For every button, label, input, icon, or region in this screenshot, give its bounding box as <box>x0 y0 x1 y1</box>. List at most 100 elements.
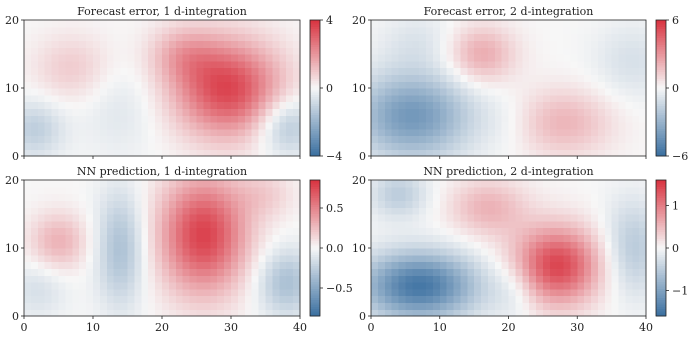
heatmap-cell <box>618 234 626 242</box>
heatmap-cell <box>432 241 441 249</box>
heatmap-cell <box>439 234 448 242</box>
heatmap-cell <box>293 54 301 62</box>
heatmap-cell <box>474 47 482 55</box>
heatmap-cell <box>86 54 94 62</box>
heatmap-cell <box>65 26 73 35</box>
heatmap-cell <box>120 295 129 303</box>
colorbar-step <box>656 313 666 317</box>
heatmap-cell <box>508 309 516 317</box>
heatmap-cell <box>217 214 225 222</box>
heatmap-cell <box>432 193 441 201</box>
heatmap-cell <box>536 149 544 157</box>
heatmap-cell <box>398 282 406 290</box>
heatmap-cell <box>51 101 60 109</box>
heatmap-cell <box>529 180 537 188</box>
heatmap-cell <box>162 193 170 201</box>
heatmap-cell <box>127 108 135 116</box>
heatmap-cell <box>371 309 379 317</box>
heatmap-cell <box>258 101 267 109</box>
heatmap-cell <box>72 227 80 235</box>
heatmap-cell <box>591 275 599 283</box>
heatmap-cell <box>196 241 204 249</box>
heatmap-cell <box>377 200 386 208</box>
heatmap-cell <box>210 248 218 256</box>
heatmap-cell <box>217 302 225 310</box>
heatmap-cell <box>51 115 60 123</box>
heatmap-cell <box>481 142 489 150</box>
heatmap-cell <box>196 108 204 116</box>
heatmap-cell <box>79 309 87 317</box>
heatmap-cell <box>155 193 163 201</box>
heatmap-cell <box>611 295 620 303</box>
heatmap-cell <box>189 309 198 317</box>
heatmap-cell <box>237 60 246 69</box>
heatmap-cell <box>618 200 626 208</box>
heatmap-cell <box>570 200 578 208</box>
heatmap-cell <box>196 309 204 317</box>
heatmap-cell <box>182 101 191 109</box>
heatmap-cell <box>515 282 523 290</box>
heatmap-cell <box>86 108 94 116</box>
heatmap-cell <box>632 149 640 157</box>
heatmap-cell <box>632 234 640 242</box>
heatmap-cell <box>113 88 122 96</box>
heatmap-cell <box>639 67 647 75</box>
heatmap-cell <box>237 227 246 235</box>
heatmap-cell <box>467 234 475 242</box>
heatmap-cell <box>487 108 496 116</box>
heatmap-cell <box>611 220 620 229</box>
heatmap-cell <box>127 142 135 150</box>
colorbar-step <box>656 286 666 290</box>
heatmap-cell <box>481 288 489 297</box>
heatmap-cell <box>72 88 80 96</box>
heatmap-cell <box>625 302 633 310</box>
colorbar-step <box>656 184 666 188</box>
heatmap-cell <box>155 54 163 62</box>
heatmap-cell <box>175 261 184 269</box>
heatmap-cell <box>162 108 170 116</box>
heatmap-cell <box>460 254 468 263</box>
heatmap-cell <box>446 122 455 130</box>
heatmap-cell <box>577 254 585 263</box>
heatmap-cell <box>224 180 232 188</box>
heatmap-cell <box>72 108 80 116</box>
heatmap-cell <box>182 268 191 276</box>
heatmap-cell <box>106 74 115 82</box>
heatmap-cell <box>99 302 108 310</box>
heatmap-cell <box>127 67 135 75</box>
colorbar-step <box>310 99 320 103</box>
heatmap-cell <box>251 220 260 229</box>
heatmap-cell <box>148 47 156 55</box>
heatmap-cell <box>120 220 129 229</box>
heatmap-cell <box>127 214 135 222</box>
x-tick-label: 0 <box>368 321 375 334</box>
heatmap-cell <box>224 142 232 150</box>
heatmap-cell <box>155 149 163 157</box>
heatmap-cell <box>244 74 253 82</box>
heatmap-cell <box>58 207 66 215</box>
heatmap-cell <box>611 275 620 283</box>
heatmap-cell <box>494 88 503 96</box>
heatmap-cell <box>639 207 647 215</box>
heatmap-cell <box>570 81 578 89</box>
colorbar-step <box>310 151 320 155</box>
heatmap-cell <box>99 193 108 201</box>
heatmap-cell <box>529 20 537 28</box>
heatmap-cell <box>508 101 516 109</box>
heatmap-cell <box>474 275 482 283</box>
heatmap-cell <box>584 254 592 263</box>
colorbar-step <box>656 261 666 265</box>
colorbar-step <box>310 272 320 276</box>
heatmap-cell <box>141 200 149 208</box>
heatmap-cell <box>258 74 267 82</box>
heatmap-cell <box>556 74 565 82</box>
heatmap-cell <box>522 254 530 263</box>
heatmap-cell <box>419 101 427 109</box>
heatmap-cell <box>453 81 461 89</box>
heatmap-cell <box>371 54 379 62</box>
colorbar-tick-label: 0 <box>672 242 679 255</box>
heatmap-cell <box>563 214 571 222</box>
heatmap-cell <box>611 193 620 201</box>
heatmap-cell <box>44 180 53 188</box>
heatmap-cell <box>625 200 633 208</box>
